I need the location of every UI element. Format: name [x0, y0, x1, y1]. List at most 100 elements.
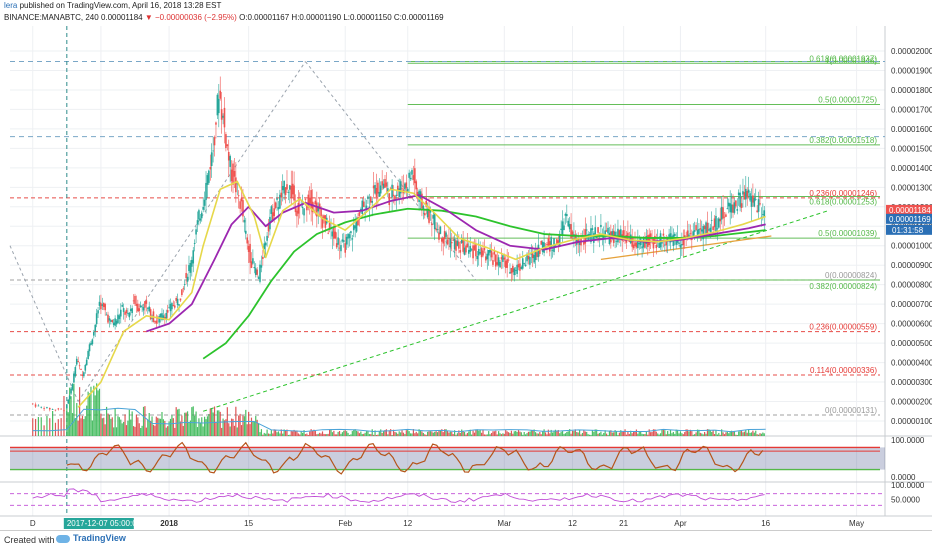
volume-bar — [454, 430, 456, 436]
volume-bar — [97, 390, 99, 436]
candle-body — [689, 233, 692, 235]
candle-body — [388, 193, 391, 206]
time-axis[interactable]: D20201815Feb12Mar1221Apr16May2017-12-07 … — [30, 518, 864, 529]
candle-body — [422, 205, 425, 210]
candle-body — [242, 200, 244, 217]
candle-body — [423, 213, 426, 216]
candle-body — [445, 232, 447, 237]
volume-bar — [517, 430, 520, 436]
candle-body — [334, 231, 337, 239]
candle-body — [716, 228, 719, 230]
candle-body — [516, 264, 518, 274]
candle-body — [441, 238, 443, 242]
volume-bar — [228, 423, 230, 436]
candle-body — [426, 210, 429, 218]
volume-bar — [290, 430, 292, 436]
fib-level-label: 0(0.00000824) — [825, 271, 877, 280]
volume-bar — [392, 429, 395, 436]
candle-body — [401, 188, 403, 190]
candle-body — [387, 188, 389, 192]
tradingview-logo[interactable]: TradingView — [56, 533, 126, 543]
candle-body — [304, 199, 307, 200]
volume-bar — [503, 433, 505, 436]
candle-body — [726, 208, 729, 210]
candle-body — [735, 200, 737, 207]
candle-body — [277, 207, 280, 210]
volume-bar — [118, 417, 120, 436]
volume-bar — [553, 430, 555, 436]
volume-bar — [763, 433, 765, 436]
candle-body — [119, 309, 122, 317]
candle-body — [81, 374, 84, 376]
volume-bar — [463, 432, 466, 436]
volume-bar — [465, 434, 467, 436]
volume-bar — [414, 433, 416, 436]
volume-bar — [574, 429, 576, 436]
candle-body — [352, 225, 355, 231]
chart-canvas[interactable]: 0.618(0.00001937)1(0.00001946)0.5(0.0000… — [0, 26, 932, 530]
volume-bar — [52, 410, 54, 436]
volume-bar — [248, 411, 250, 436]
price-axis[interactable]: 0.00002000 0.00001900 0.00001800 0.00001700… — [886, 47, 932, 505]
candle-body — [196, 220, 199, 225]
volume-bar — [388, 430, 390, 436]
volume-bar — [607, 434, 609, 436]
volume-bar — [338, 431, 341, 436]
volume-bar — [138, 423, 140, 436]
candle-body — [521, 258, 524, 269]
candle-body — [759, 203, 761, 205]
candle-body — [154, 321, 156, 323]
volume-bar — [735, 434, 737, 436]
volume-bar — [590, 434, 592, 436]
volume-bar — [620, 430, 622, 436]
created-with-text: Created with — [4, 535, 55, 545]
volume-bar — [722, 432, 724, 436]
volume-bar — [762, 432, 764, 436]
volume-bar — [738, 431, 740, 436]
volume-bar — [702, 434, 704, 436]
price-tick-label: 0.00002000 — [891, 47, 932, 56]
volume-bar — [273, 429, 275, 436]
volume-bar — [743, 431, 745, 436]
candle-body — [320, 207, 322, 217]
candle-body — [263, 243, 266, 250]
volume-bar — [452, 434, 454, 436]
candle-body — [340, 245, 342, 252]
candle-body — [117, 314, 119, 324]
candle-body — [63, 410, 65, 412]
volume-bar — [395, 432, 397, 436]
author-link[interactable]: lera — [4, 1, 18, 10]
candle-body — [129, 308, 132, 312]
candle-body — [101, 304, 104, 306]
volume-bar — [748, 429, 750, 436]
candle-body — [556, 239, 558, 246]
volume-bar — [276, 432, 278, 436]
candle-body — [235, 177, 237, 193]
volume-bar — [334, 434, 336, 436]
volume-bar — [128, 409, 130, 436]
volume-bar — [664, 430, 666, 436]
volume-bar — [309, 431, 311, 436]
volume-bar — [436, 432, 439, 436]
candle-body — [369, 196, 372, 203]
candle-body — [34, 404, 37, 407]
volume-bar — [174, 427, 176, 436]
candle-body — [681, 244, 683, 246]
volume-bar — [468, 431, 470, 436]
volume-bar — [216, 410, 218, 436]
candle-body — [719, 218, 722, 222]
symbol-label[interactable]: BINANCE:MANABTC, 240 — [4, 13, 99, 22]
candle-body — [507, 259, 510, 261]
volume-bar — [219, 411, 221, 436]
volume-bar — [475, 429, 477, 436]
candle-body — [682, 237, 685, 246]
candle-body — [290, 185, 293, 199]
candle-body — [433, 213, 436, 230]
candle-body — [73, 373, 75, 383]
candle-body — [80, 369, 82, 371]
volume-bar — [705, 433, 707, 436]
volume-bar — [736, 434, 738, 436]
candle-body — [513, 268, 516, 276]
volume-bar — [331, 432, 334, 436]
volume-bar — [632, 431, 635, 436]
